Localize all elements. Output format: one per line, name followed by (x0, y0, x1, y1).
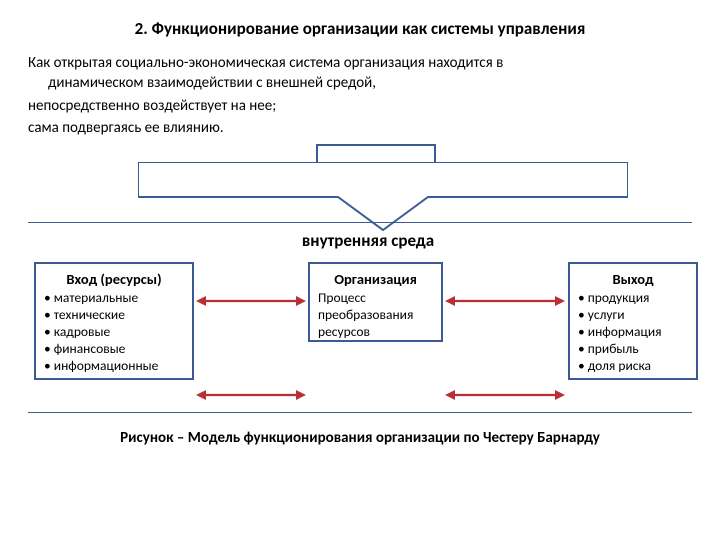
intro-paragraph-1: Как открытая социально-экономическая сис… (28, 53, 692, 94)
page-title: 2. Функционирование организации как сист… (28, 18, 692, 39)
divider-bottom (28, 412, 692, 413)
organization-item: ресурсов (318, 324, 433, 341)
intro-paragraph-3: сама подвергаясь ее влиянию. (28, 118, 692, 138)
arrow-org-output-top (445, 294, 565, 308)
input-item: • кадровые (44, 324, 184, 341)
internal-environment-label: внутренняя среда (258, 230, 478, 251)
arrow-input-org-bottom (196, 388, 306, 402)
system-diagram: внешняя среда внутренняя среда Вход (рес… (28, 144, 692, 474)
output-item: • прибыль (578, 341, 688, 358)
input-item: • финансовые (44, 341, 184, 358)
output-heading: Выход (578, 270, 688, 288)
output-item: • доля риска (578, 358, 688, 375)
intro-line1a: Как открытая социально-экономическая сис… (28, 54, 503, 72)
organization-heading: Организация (318, 270, 433, 288)
arrow-input-org-top (196, 294, 306, 308)
organization-item: преобразования (318, 307, 433, 324)
input-heading: Вход (ресурсы) (44, 270, 184, 288)
intro-paragraph-2: непосредственно воздействует на нее; (28, 96, 692, 116)
output-box: Выход • продукция • услуги • информация … (568, 262, 698, 380)
organization-item: Процесс (318, 290, 433, 307)
figure-caption: Рисунок – Модель функционирования органи… (28, 429, 692, 447)
output-item: • информация (578, 324, 688, 341)
intro-line1b: динамическом взаимодействии с внешней ср… (28, 73, 692, 93)
input-item: • технические (44, 307, 184, 324)
arrow-org-output-bottom (445, 388, 565, 402)
output-item: • продукция (578, 290, 688, 307)
output-item: • услуги (578, 307, 688, 324)
organization-box: Организация Процесс преобразования ресур… (308, 262, 443, 342)
divider-top (28, 222, 692, 223)
input-item: • информационные (44, 358, 184, 375)
input-box: Вход (ресурсы) • материальные • техничес… (34, 262, 194, 380)
input-item: • материальные (44, 290, 184, 307)
